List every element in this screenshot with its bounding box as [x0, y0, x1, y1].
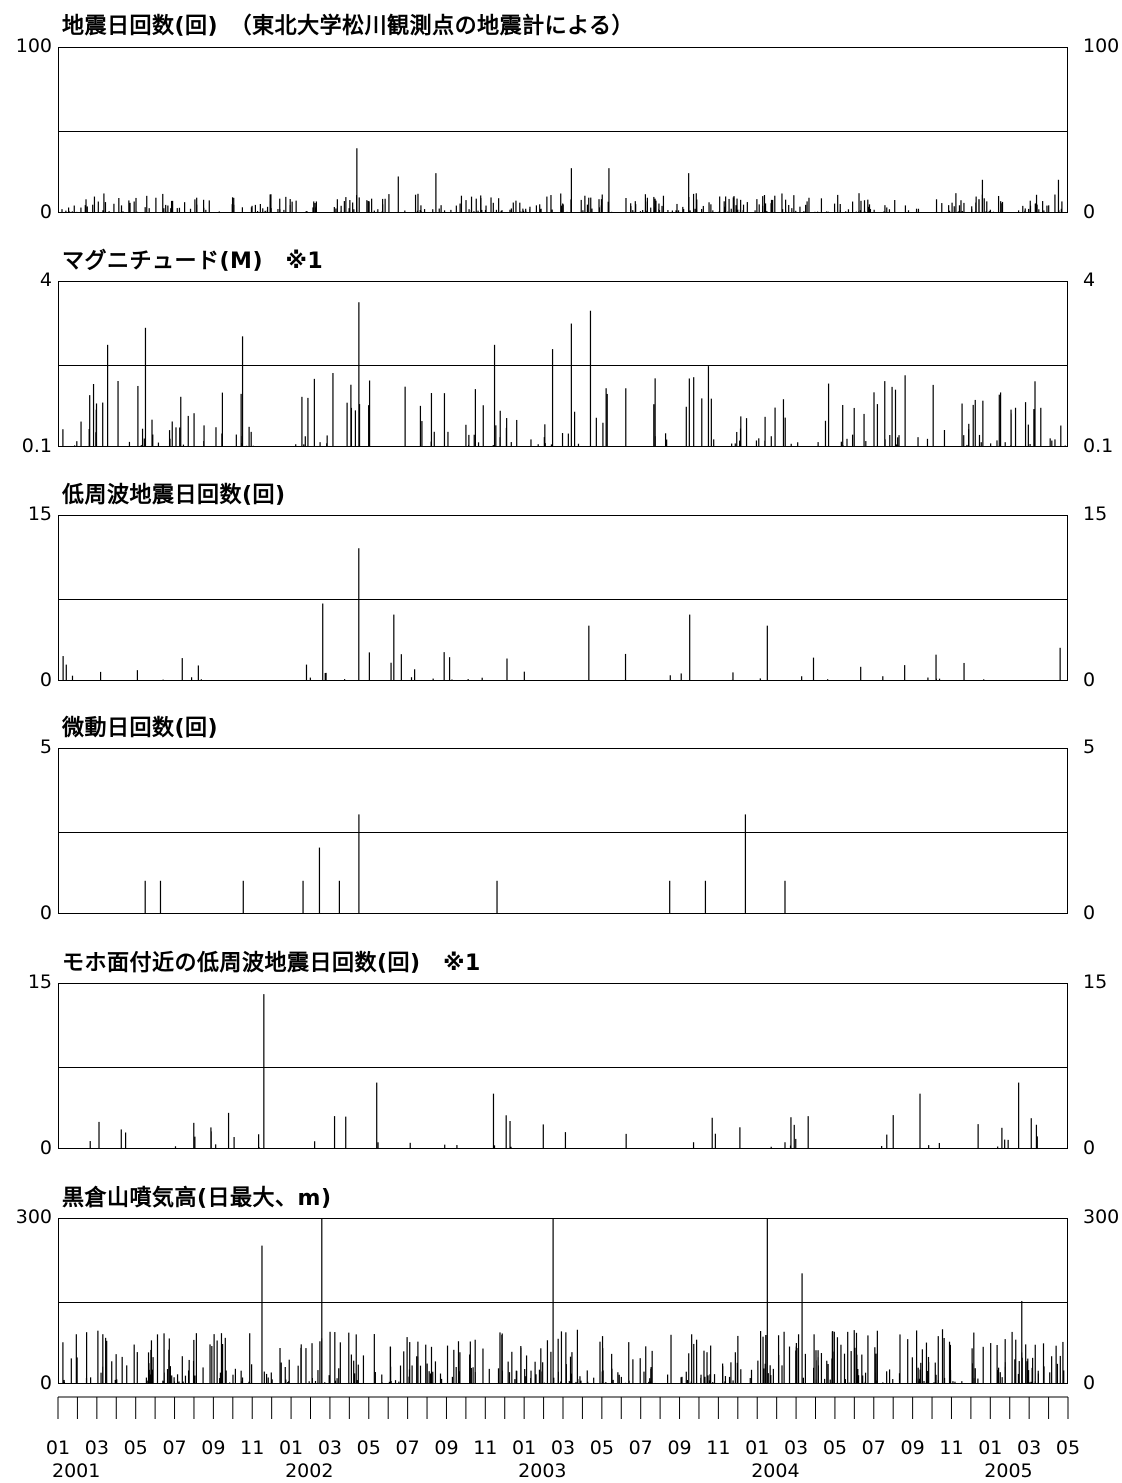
panel-title: 微動日回数(回) [62, 716, 219, 741]
x-month-label: 09 [434, 1437, 459, 1459]
x-month-label: 07 [628, 1437, 653, 1459]
y-tick-label-left: 100 [15, 35, 52, 57]
mid-gridline [59, 131, 1067, 132]
mid-gridline [59, 1067, 1067, 1068]
x-month-label: 07 [861, 1437, 886, 1459]
x-month-label: 11 [939, 1437, 964, 1459]
y-tick-label-right: 0.1 [1083, 435, 1114, 457]
y-tick-label-right: 0 [1083, 1137, 1096, 1159]
x-month-label: 09 [900, 1437, 925, 1459]
x-year-label: 2003 [518, 1460, 567, 1482]
y-tick-label-right: 0 [1083, 1372, 1096, 1394]
x-month-label: 05 [123, 1437, 148, 1459]
x-month-label: 03 [317, 1437, 343, 1459]
x-month-label: 05 [1055, 1437, 1081, 1459]
y-tick-label-left: 0 [39, 1372, 52, 1394]
x-month-label: 11 [473, 1437, 498, 1459]
panel-title: 低周波地震日回数(回) [62, 483, 286, 508]
y-tick-label-left: 0 [39, 669, 52, 691]
mid-gridline [59, 365, 1067, 366]
mid-gridline [59, 832, 1067, 833]
y-tick-label-left: 4 [39, 269, 52, 291]
x-month-label: 11 [706, 1437, 731, 1459]
y-tick-label-left: 15 [27, 503, 52, 525]
y-tick-label-left: 5 [39, 736, 52, 758]
x-month-label: 07 [395, 1437, 420, 1459]
x-month-label: 03 [550, 1437, 576, 1459]
y-tick-label-left: 15 [27, 971, 52, 993]
panel-title: 黒倉山噴気高(日最大、m) [62, 1186, 332, 1211]
y-tick-label-right: 0 [1083, 201, 1096, 223]
plot-area [58, 1218, 1068, 1384]
x-month-label: 01 [45, 1437, 71, 1459]
panel-title: モホ面付近の低周波地震日回数(回) ※1 [62, 951, 481, 976]
x-month-label: 05 [822, 1437, 848, 1459]
panel-title: マグニチュード(M) ※1 [62, 249, 324, 274]
x-month-label: 05 [589, 1437, 614, 1459]
panel-title: 地震日回数(回) （東北大学松川観測点の地震計による） [62, 14, 634, 39]
x-year-label: 2002 [285, 1460, 334, 1482]
y-tick-label-right: 300 [1083, 1206, 1120, 1228]
x-month-label: 11 [240, 1437, 265, 1459]
x-year-label: 2001 [52, 1460, 101, 1482]
mid-gridline [59, 1302, 1067, 1303]
x-month-label: 03 [84, 1437, 109, 1459]
y-tick-label-left: 0 [39, 902, 52, 924]
mid-gridline [59, 599, 1067, 600]
x-month-label: 03 [783, 1437, 809, 1459]
x-month-label: 09 [667, 1437, 692, 1459]
y-tick-label-right: 4 [1083, 269, 1096, 291]
plot-area [58, 748, 1068, 914]
y-tick-label-right: 0 [1083, 902, 1096, 924]
x-month-label: 01 [745, 1437, 770, 1459]
x-year-label: 2004 [751, 1460, 800, 1482]
x-month-label: 09 [201, 1437, 226, 1459]
y-tick-label-right: 5 [1083, 736, 1096, 758]
y-tick-label-left: 0 [39, 201, 52, 223]
y-tick-label-right: 15 [1083, 971, 1108, 993]
y-tick-label-right: 0 [1083, 669, 1096, 691]
x-month-label: 05 [356, 1437, 381, 1459]
y-tick-label-left: 300 [15, 1206, 52, 1228]
x-month-label: 03 [1017, 1437, 1042, 1459]
y-tick-label-right: 15 [1083, 503, 1108, 525]
y-tick-label-left: 0.1 [21, 435, 52, 457]
x-month-label: 01 [278, 1437, 304, 1459]
x-year-label: 2005 [984, 1460, 1033, 1482]
y-tick-label-right: 100 [1083, 35, 1120, 57]
x-month-label: 07 [162, 1437, 187, 1459]
x-month-label: 01 [978, 1437, 1003, 1459]
plot-area [58, 983, 1068, 1149]
y-tick-label-left: 0 [39, 1137, 52, 1159]
x-month-label: 01 [512, 1437, 537, 1459]
plot-area [58, 515, 1068, 681]
